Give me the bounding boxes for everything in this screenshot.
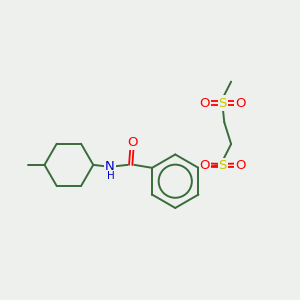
Text: H: H: [106, 171, 114, 181]
Text: O: O: [236, 97, 246, 110]
Text: S: S: [219, 97, 227, 110]
Text: O: O: [200, 159, 210, 172]
Text: O: O: [200, 97, 210, 110]
Text: O: O: [127, 136, 137, 149]
Text: N: N: [105, 160, 115, 173]
Text: S: S: [219, 159, 227, 172]
Text: O: O: [236, 159, 246, 172]
